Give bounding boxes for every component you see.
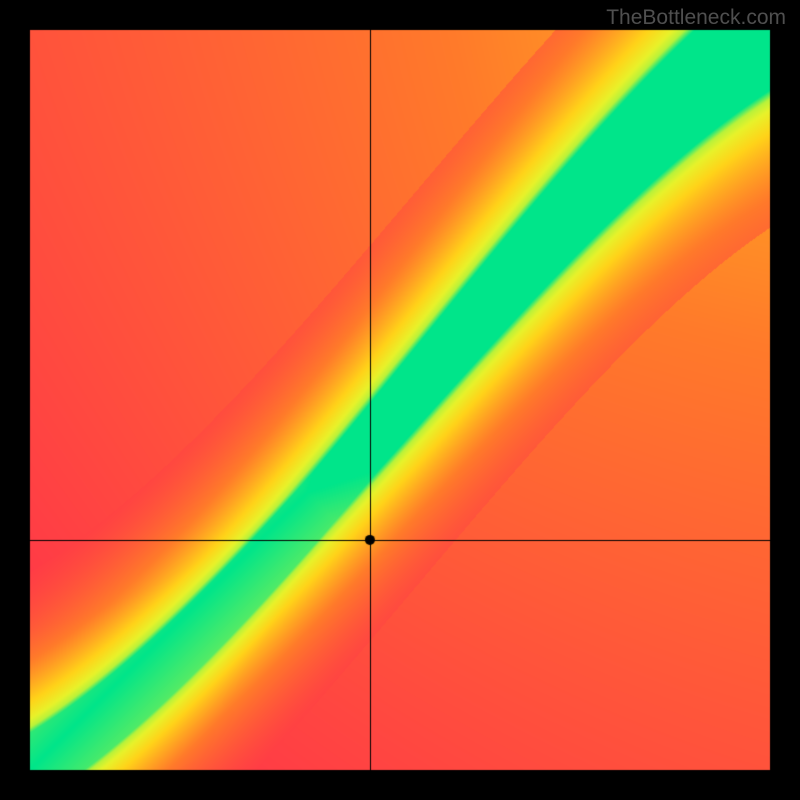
chart-container: TheBottleneck.com (0, 0, 800, 800)
bottleneck-heatmap (0, 0, 800, 800)
attribution-text: TheBottleneck.com (606, 6, 786, 30)
